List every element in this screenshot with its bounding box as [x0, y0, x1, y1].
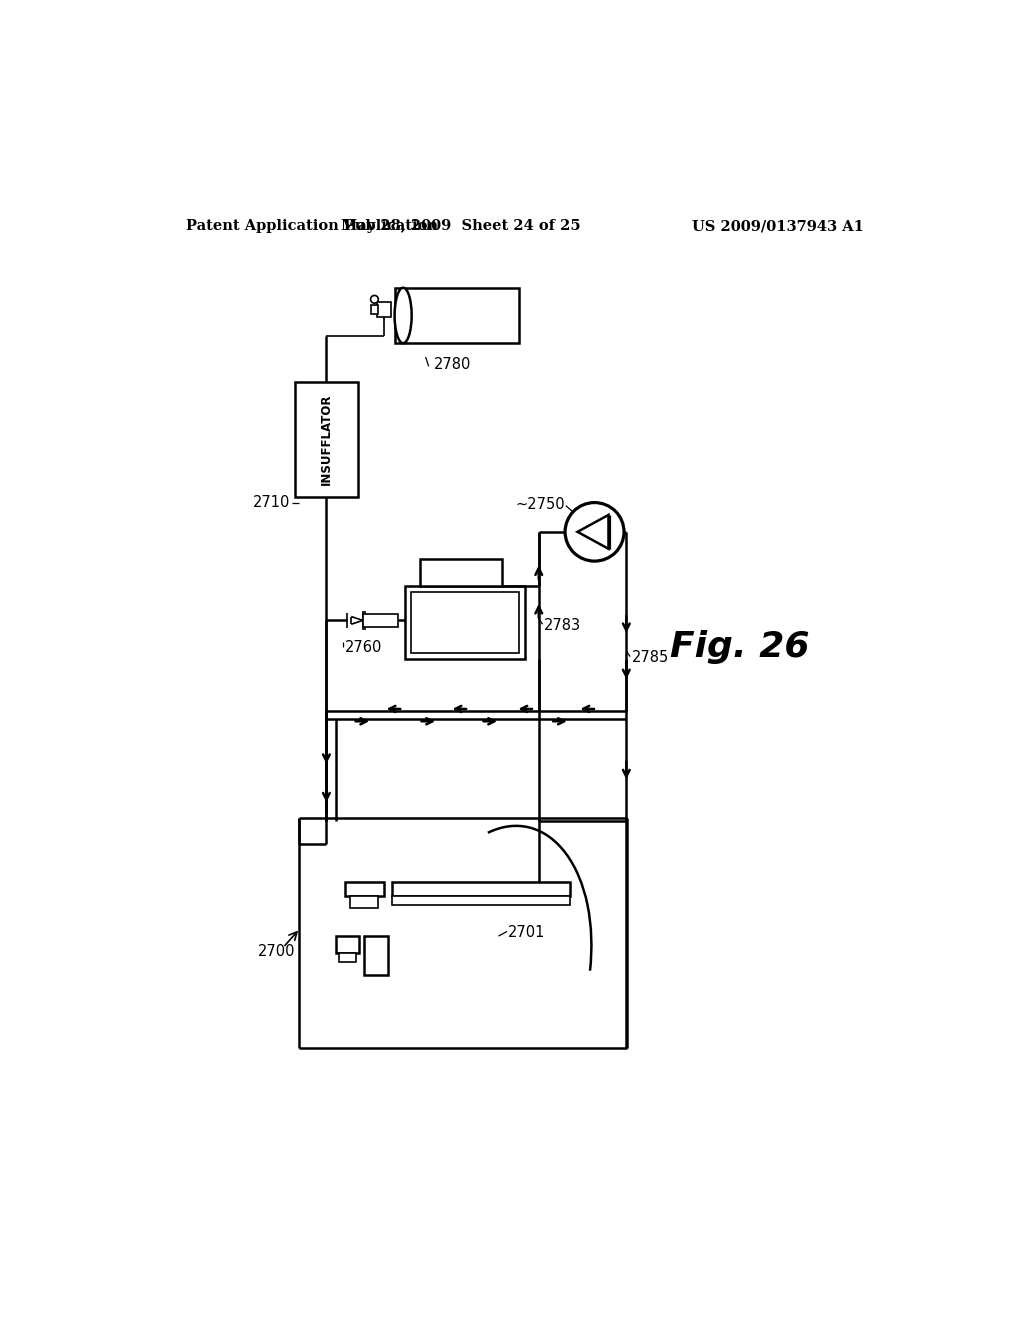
Bar: [336, 936, 359, 953]
Bar: [411, 591, 518, 653]
Bar: [345, 882, 384, 896]
Text: 2701: 2701: [508, 925, 545, 940]
Text: 2760: 2760: [345, 640, 382, 655]
Text: 2785: 2785: [632, 649, 669, 665]
Text: Patent Application Publication: Patent Application Publication: [186, 219, 438, 234]
Text: ~2750: ~2750: [515, 498, 565, 512]
Bar: [339, 953, 356, 962]
Bar: [395, 288, 519, 343]
Bar: [350, 896, 378, 908]
Bar: [362, 614, 397, 627]
Bar: [295, 381, 358, 498]
Text: INSUFFLATOR: INSUFFLATOR: [319, 393, 333, 486]
Text: May 28, 2009  Sheet 24 of 25: May 28, 2009 Sheet 24 of 25: [341, 219, 581, 234]
Circle shape: [371, 296, 378, 304]
Polygon shape: [578, 515, 608, 549]
Ellipse shape: [394, 288, 412, 343]
Text: 2710: 2710: [253, 495, 291, 510]
Bar: [365, 936, 388, 974]
Bar: [420, 558, 502, 586]
Bar: [391, 882, 569, 896]
Circle shape: [565, 503, 624, 561]
Text: Fig. 26: Fig. 26: [671, 631, 810, 664]
Bar: [371, 305, 378, 314]
Text: 2780: 2780: [434, 358, 471, 372]
Text: 2700: 2700: [257, 944, 295, 960]
Text: US 2009/0137943 A1: US 2009/0137943 A1: [692, 219, 864, 234]
Bar: [377, 302, 391, 317]
Text: 2783: 2783: [544, 618, 582, 632]
Bar: [391, 896, 569, 906]
Bar: [404, 586, 524, 659]
